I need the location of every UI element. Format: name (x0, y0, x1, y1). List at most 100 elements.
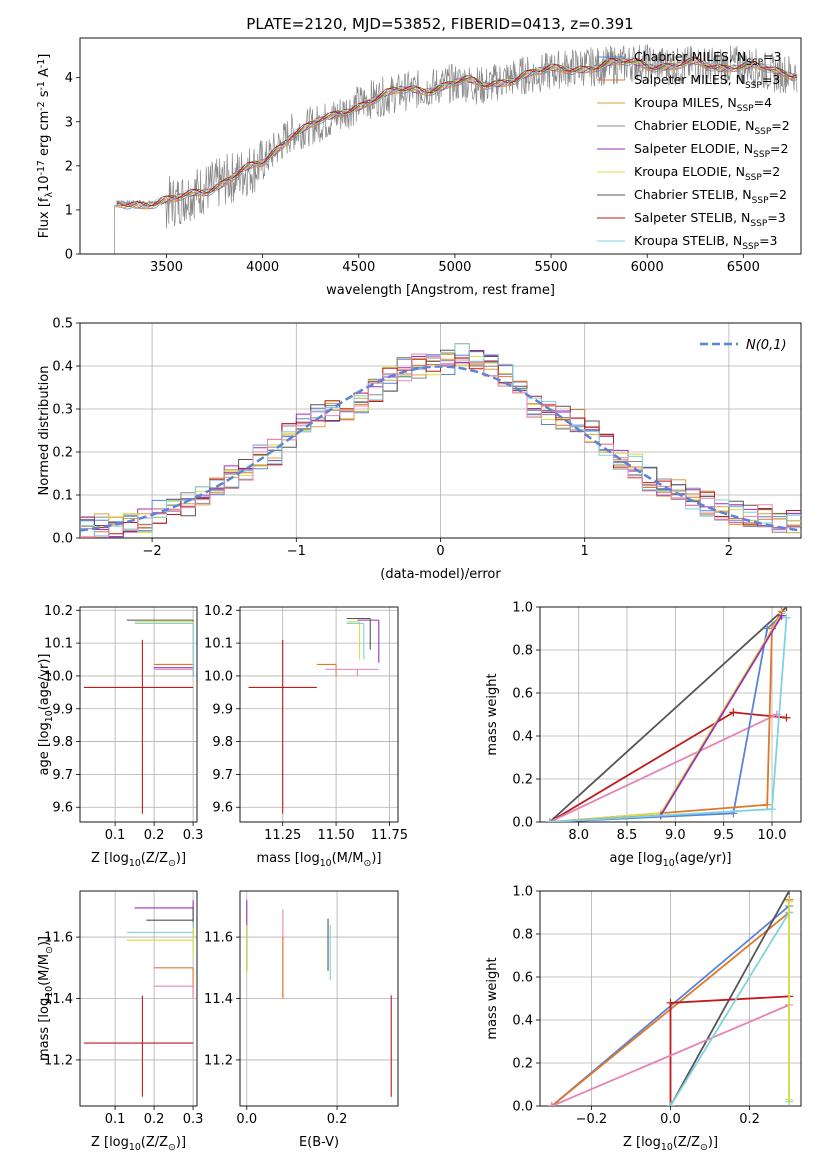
data-marker (666, 1102, 675, 1106)
y-tick-label: 0.0 (512, 816, 533, 831)
legend-label: Kroupa ELODIE, NSSP=2 (634, 164, 780, 183)
legend-label: Salpeter STELIB, NSSP=3 (634, 210, 786, 229)
data-marker (777, 611, 786, 620)
x-tick-label: 0.1 (105, 828, 126, 843)
y-tick-label: 0.6 (512, 687, 533, 702)
y-tick-label: 9.7 (212, 768, 233, 783)
plot-area (114, 44, 798, 254)
x-tick-label: 0.0 (660, 1112, 681, 1127)
y-tick-label: 10.1 (204, 637, 233, 652)
mass-weight-line (669, 891, 790, 1106)
data-marker (785, 1095, 794, 1104)
x-axis-label: Z [log10(Z/Z⊙)] (623, 1135, 718, 1153)
axes-frame (79, 37, 802, 255)
mass-weight-line (549, 713, 778, 822)
legend-label: Salpeter ELODIE, NSSP=2 (634, 141, 788, 160)
x-tick-label: 0 (436, 544, 444, 559)
y-tick-label: 9.6 (212, 801, 233, 816)
y-tick-label: 0.0 (52, 532, 73, 547)
y-tick-label: 11.4 (204, 992, 233, 1007)
x-tick-label: 0.2 (144, 1112, 165, 1127)
x-tick-label: 0.2 (144, 828, 165, 843)
y-axis-label: mass weight (485, 673, 500, 755)
y-tick-label: 0.4 (512, 730, 533, 745)
y-tick-label: 0.4 (512, 1014, 533, 1029)
data-marker (782, 613, 791, 622)
x-tick-label: 0.2 (739, 1112, 760, 1127)
mass-weight-line (549, 607, 788, 822)
panel-mass-vs-Z: 0.1 0.2 0.3 11.2 11.4 11.6 Z [log10(Z/Z⊙)] mass… (37, 890, 204, 1153)
panel-spectrum: 3500 4000 4500 5000 5500 6000 6500 0 1 2 3 4 wavelen… (36, 37, 802, 298)
y-tick-label: 0.2 (52, 446, 73, 461)
x-tick-label: 0.1 (105, 1112, 126, 1127)
x-tick-label: 9.5 (713, 828, 734, 843)
panel-age-vs-Z: 0.1 0.2 0.3 9.6 9.7 9.8 9.9 10.0 10.1 10.2 Z [log1… (37, 604, 203, 869)
plot-area (246, 900, 392, 1097)
x-tick-label: 0.2 (327, 1112, 348, 1127)
figure-title: PLATE=2120, MJD=53852, FIBERID=0413, z=0… (246, 15, 633, 33)
y-axis-label: Flux [fλ10-17 erg cm-2 s-1 A-1] (36, 54, 55, 239)
plot-area (80, 343, 801, 538)
y-tick-label: 10.2 (44, 604, 73, 619)
y-tick-label: 9.6 (52, 801, 73, 816)
x-tick-label: 8.0 (568, 828, 589, 843)
plot-area (545, 607, 791, 822)
data-marker (768, 805, 776, 814)
y-tick-label: 9.9 (52, 702, 73, 717)
x-tick-label: 0.3 (183, 1112, 204, 1127)
legend-label: N(0,1) (746, 338, 787, 353)
x-axis-label: wavelength [Angstrom, rest frame] (326, 283, 555, 298)
x-axis-label: mass [log10(M/M⊙)] (257, 851, 382, 869)
y-tick-label: 11.2 (44, 1053, 73, 1068)
panel-age-vs-mass: 11.25 11.50 11.75 9.6 9.7 9.8 9.9 10.0 10.1 10.2 m… (204, 604, 408, 869)
x-tick-label: 5500 (535, 260, 568, 275)
y-tick-label: 0.3 (52, 403, 73, 418)
y-tick-label: 1.0 (512, 885, 533, 900)
mass-weight-line (551, 1004, 790, 1106)
x-tick-label: 0.3 (183, 828, 204, 843)
histogram-step (80, 353, 801, 538)
x-tick-label: 5000 (438, 260, 471, 275)
data-marker (545, 818, 554, 822)
y-tick-label: 9.8 (212, 735, 233, 750)
x-tick-label: −1 (287, 544, 306, 559)
data-marker (547, 1102, 556, 1106)
x-tick-label: 3500 (150, 260, 183, 275)
y-tick-label: 0.0 (512, 1100, 533, 1115)
y-tick-label: 10.0 (204, 669, 233, 684)
mass-weight-line (549, 614, 783, 822)
legend-label: Chabrier STELIB, NSSP=2 (634, 187, 787, 206)
y-axis-label: Normed distribution (37, 366, 52, 496)
panel-residuals: −2 −1 0 1 2 0.0 0.1 0.2 0.3 0.4 0.5 (data-model)/er… (37, 317, 802, 582)
x-tick-label: 11.25 (264, 828, 301, 843)
y-tick-label: 11.2 (204, 1053, 233, 1068)
x-tick-label: 11.75 (371, 828, 408, 843)
y-tick-label: 9.9 (212, 702, 233, 717)
panel-massweight-vs-Z: −0.2 0.0 0.2 0.0 0.2 0.4 0.6 0.8 1.0 Z [log10(Z/Z… (485, 885, 802, 1153)
y-tick-label: 0.2 (512, 773, 533, 788)
model-fit-line (116, 56, 798, 207)
data-marker (763, 800, 772, 809)
x-tick-label: −2 (143, 544, 162, 559)
y-tick-label: 10.1 (44, 637, 73, 652)
y-tick-label: 10.0 (44, 669, 73, 684)
plot-area (547, 891, 794, 1106)
data-marker (666, 998, 675, 1007)
y-tick-label: 9.8 (52, 735, 73, 750)
axes-frame (79, 606, 198, 823)
y-tick-label: 9.7 (52, 768, 73, 783)
y-tick-label: 2 (65, 159, 73, 174)
panel-massweight-vs-age: 8.0 8.5 9.0 9.5 10.0 0.0 0.2 0.4 0.6 0.8 1.0 age [l… (485, 601, 802, 869)
x-tick-label: 10.0 (758, 828, 787, 843)
y-tick-label: 3 (65, 115, 73, 130)
data-marker (782, 607, 791, 611)
data-marker (729, 708, 738, 717)
y-tick-label: 0.8 (512, 928, 533, 943)
y-tick-label: 0.8 (512, 644, 533, 659)
plot-area (83, 619, 194, 814)
axes-frame (539, 606, 802, 823)
x-tick-label: 4000 (246, 260, 279, 275)
x-tick-label: −0.2 (576, 1112, 608, 1127)
legend-label: Kroupa STELIB, NSSP=3 (634, 233, 778, 252)
